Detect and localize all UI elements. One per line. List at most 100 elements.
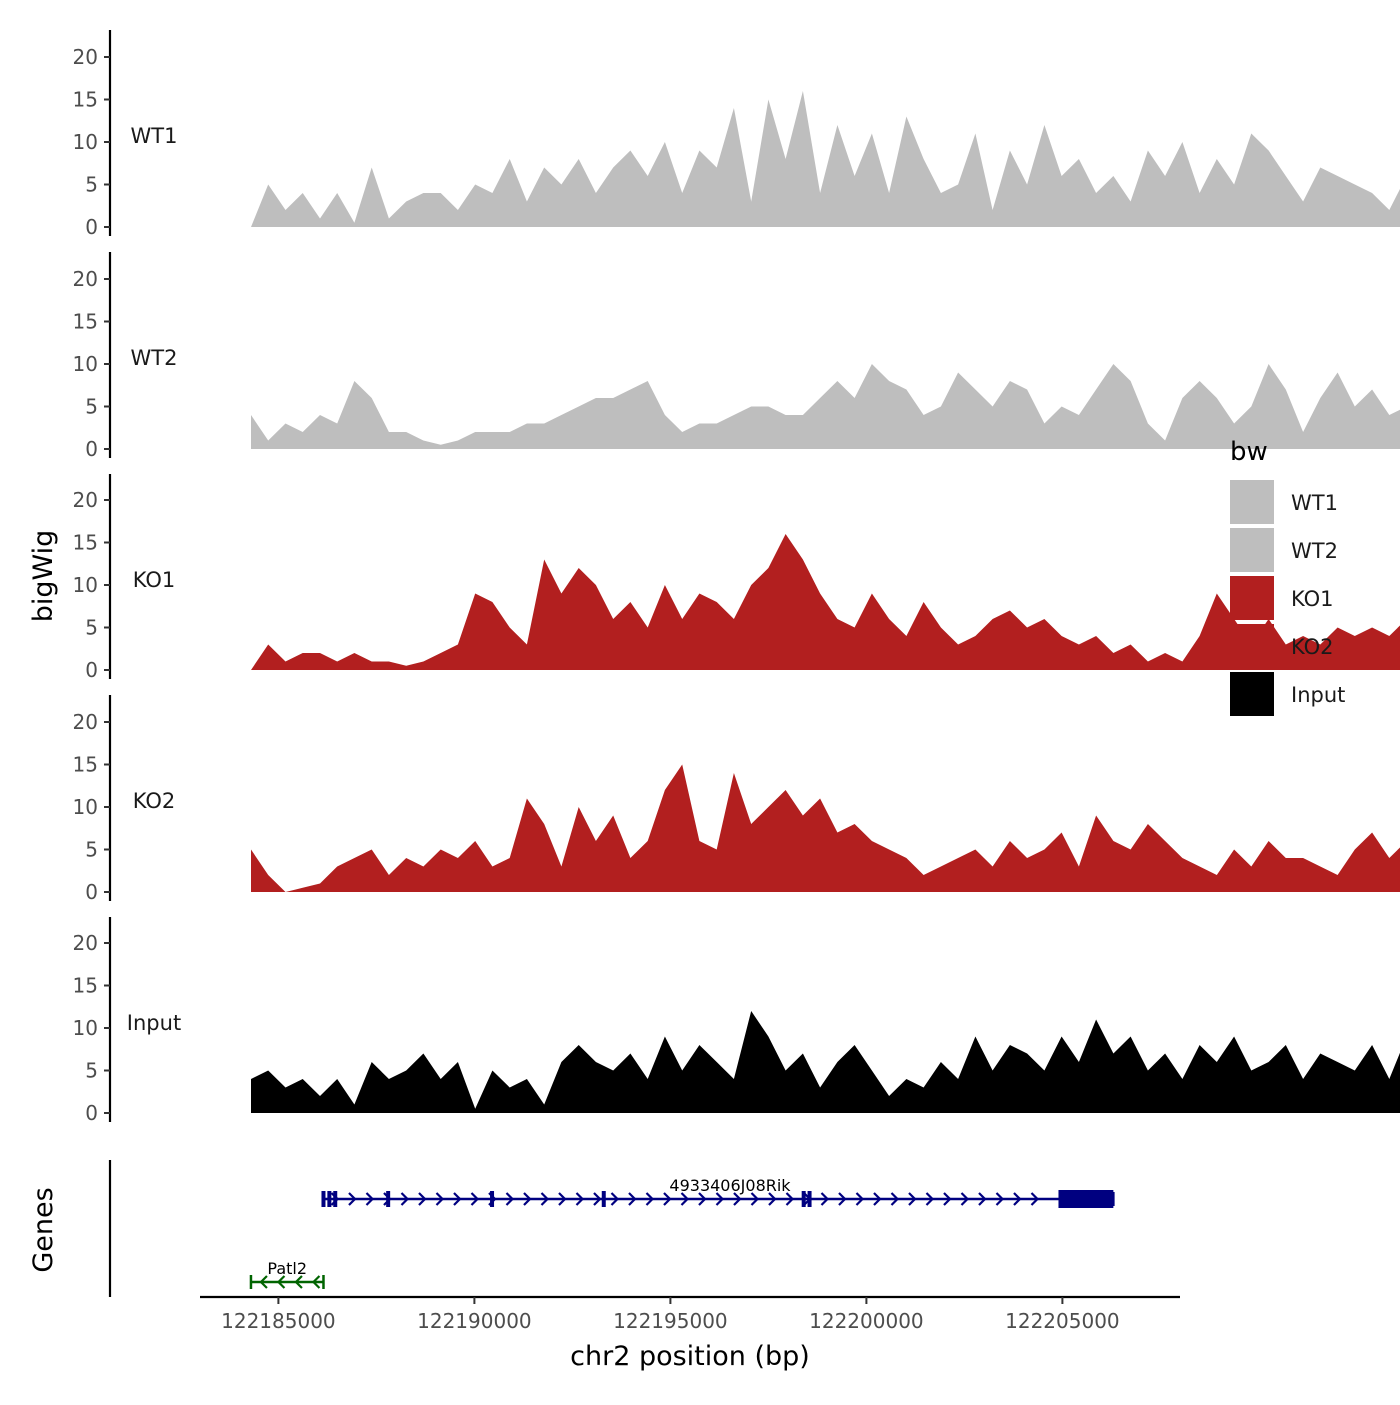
- x-axis-title: chr2 position (bp): [570, 1341, 810, 1372]
- strand-chevron: [943, 1192, 952, 1206]
- area-wt2: [251, 364, 1400, 449]
- strand-chevron: [348, 1192, 357, 1206]
- y-tick-label: 5: [85, 173, 98, 197]
- strand-chevron: [925, 1192, 935, 1206]
- legend: bw WT1 WT2 KO1 KO2 Input: [1230, 437, 1345, 716]
- strand-chevron: [575, 1192, 585, 1206]
- y-tick-label: 20: [73, 45, 98, 69]
- strand-chevron: [1030, 1192, 1040, 1206]
- track-wt1: 0 5 10 15 20 WT1: [73, 30, 1400, 239]
- legend-swatch-wt1: [1230, 480, 1274, 524]
- track-ko1: 0 5 10 15 20 KO1: [73, 474, 1400, 682]
- track-label: Input: [127, 1011, 181, 1035]
- exon-mark: [807, 1191, 812, 1207]
- strand-chevron: [610, 1192, 620, 1206]
- strand-chevron: [276, 1275, 286, 1289]
- legend-swatch-ko1: [1230, 576, 1274, 620]
- gene-4933406j08rik: 4933406J08Rik: [321, 1176, 1115, 1208]
- x-tick-label: 122185000: [221, 1309, 336, 1333]
- strand-chevron: [505, 1192, 515, 1206]
- y-tick-label: 20: [73, 931, 98, 955]
- track-ko2: 0 5 10 15 20 KO2: [73, 695, 1400, 904]
- x-tick-label: 122190000: [417, 1309, 532, 1333]
- strand-chevron: [768, 1192, 777, 1206]
- genes-panel: 4933406J08Rik Patl2: [108, 1160, 1115, 1297]
- strand-chevron: [311, 1275, 321, 1289]
- gene-thick-block: [1058, 1190, 1114, 1208]
- area-input: [251, 1011, 1400, 1113]
- strand-chevron: [365, 1192, 375, 1206]
- legend-label-ko2: KO2: [1291, 635, 1334, 659]
- strand-chevron: [645, 1192, 655, 1206]
- track-label: WT1: [131, 124, 178, 148]
- y-tick-label: 10: [73, 352, 98, 376]
- legend-title: bw: [1230, 437, 1268, 467]
- legend-label-wt1: WT1: [1291, 491, 1338, 515]
- y-tick-label: 20: [73, 710, 98, 734]
- y-tick-label: 10: [73, 573, 98, 597]
- y-tick-label: 0: [85, 215, 98, 239]
- strand-chevron: [978, 1192, 987, 1206]
- exon-mark: [333, 1191, 338, 1207]
- exon-mark: [321, 1191, 326, 1207]
- y-tick-label: 15: [73, 88, 98, 112]
- strand-chevron: [908, 1192, 917, 1206]
- y-tick-label: 20: [73, 488, 98, 512]
- strand-chevron: [820, 1192, 830, 1206]
- strand-chevron: [400, 1192, 410, 1206]
- y-tick-label: 0: [85, 437, 98, 461]
- y-tick-label: 15: [73, 310, 98, 334]
- x-tick-label: 122195000: [613, 1309, 728, 1333]
- x-tick-label: 122205000: [1005, 1309, 1120, 1333]
- gene-label: 4933406J08Rik: [669, 1176, 791, 1195]
- strand-chevron: [750, 1192, 760, 1206]
- bigwig-tracks: 0 5 10 15 20 WT1 0 5 10 15 20 WT2 0 5 10 15 20 KO1 0 5 10 15 2…: [73, 30, 1400, 1125]
- strand-chevron: [294, 1275, 303, 1289]
- legend-label-input: Input: [1291, 683, 1345, 707]
- y-axis-title-genes: Genes: [28, 1187, 59, 1272]
- y-tick-label: 10: [73, 795, 98, 819]
- legend-swatch-input: [1230, 672, 1274, 716]
- track-wt2: 0 5 10 15 20 WT2: [73, 252, 1400, 461]
- strand-chevron: [715, 1192, 725, 1206]
- y-tick-label: 15: [73, 753, 98, 777]
- strand-chevron: [960, 1192, 970, 1206]
- strand-chevron: [628, 1192, 637, 1206]
- area-wt1: [251, 91, 1400, 227]
- strand-chevron: [435, 1192, 445, 1206]
- strand-chevron: [1013, 1192, 1022, 1206]
- y-tick-label: 5: [85, 616, 98, 640]
- strand-chevron: [259, 1275, 268, 1289]
- y-tick-label: 0: [85, 658, 98, 682]
- legend-label-ko1: KO1: [1291, 587, 1334, 611]
- strand-chevron: [733, 1192, 742, 1206]
- gene-patl2: Patl2: [249, 1259, 325, 1289]
- track-input: 0 5 10 15 20 Input: [73, 917, 1400, 1125]
- y-tick-label: 20: [73, 267, 98, 291]
- strand-chevron: [680, 1192, 690, 1206]
- y-tick-label: 0: [85, 880, 98, 904]
- y-tick-label: 10: [73, 1016, 98, 1040]
- y-tick-label: 15: [73, 531, 98, 555]
- area-ko1: [251, 534, 1400, 670]
- strand-chevron: [453, 1192, 462, 1206]
- legend-swatch-wt2: [1230, 528, 1274, 572]
- gene-label: Patl2: [267, 1259, 307, 1278]
- strand-chevron: [663, 1192, 672, 1206]
- track-label: WT2: [131, 346, 178, 370]
- strand-chevron: [523, 1192, 532, 1206]
- track-label: KO2: [133, 789, 176, 813]
- strand-chevron: [855, 1192, 865, 1206]
- y-tick-label: 15: [73, 974, 98, 998]
- y-tick-label: 10: [73, 130, 98, 154]
- y-tick-label: 5: [85, 1059, 98, 1083]
- legend-swatch-ko2: [1230, 624, 1274, 668]
- y-tick-label: 0: [85, 1101, 98, 1125]
- strand-chevron: [470, 1192, 480, 1206]
- track-label: KO1: [133, 568, 176, 592]
- legend-label-wt2: WT2: [1291, 539, 1338, 563]
- strand-chevron: [593, 1192, 602, 1206]
- strand-chevron: [890, 1192, 900, 1206]
